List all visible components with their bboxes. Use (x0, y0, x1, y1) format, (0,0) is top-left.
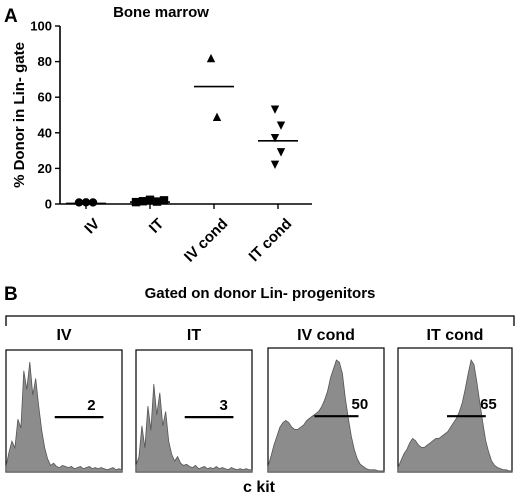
x-tick-label: IT cond (246, 215, 296, 265)
data-point (276, 121, 286, 130)
y-tick-label: 80 (38, 54, 52, 69)
data-point (138, 197, 148, 206)
data-point (276, 148, 286, 157)
data-point (74, 198, 84, 207)
panel-b-label: B (4, 284, 18, 305)
histogram-area (5, 361, 123, 473)
scatter-axes (59, 26, 312, 205)
data-point (159, 196, 169, 205)
histogram-area (135, 383, 253, 473)
y-tick-label: 60 (38, 90, 52, 105)
histogram-panel: IV cond 50 (267, 327, 385, 473)
gate-value: 65 (480, 396, 497, 413)
data-point (206, 53, 216, 63)
data-point (270, 160, 280, 170)
y-tick-label: 20 (38, 161, 52, 176)
data-point (81, 198, 91, 207)
y-tick-label: 0 (45, 197, 52, 212)
histogram-panel: IT 3 (135, 327, 253, 473)
data-point (88, 198, 98, 207)
scatter-mean-lines (66, 85, 298, 205)
histogram-panel: IV 2 (5, 327, 123, 473)
panel-b-bracket (5, 315, 515, 326)
data-point (145, 195, 155, 204)
data-point (212, 112, 222, 121)
x-tick-label: IT (146, 215, 167, 236)
x-tick-label: IV cond (181, 215, 231, 265)
gate-value: 2 (87, 397, 95, 414)
y-axis-label: % Donor in Lin- gate (11, 42, 28, 188)
gate-value: 3 (220, 397, 228, 414)
histogram-area (397, 358, 513, 473)
gate-value: 50 (352, 396, 369, 413)
data-point (270, 133, 280, 143)
scatter-y-ticks: 0 20 40 60 80 100 (30, 19, 60, 212)
histogram-panel: IT cond 65 (397, 327, 513, 473)
histogram-panel-label: IV cond (297, 327, 355, 344)
histogram-panels: IV 2 IT 3 IV cond 50 IT cond 65 (5, 327, 513, 473)
data-point (270, 105, 280, 114)
histogram-panel-label: IV (56, 327, 71, 344)
y-tick-label: 40 (38, 125, 52, 140)
scatter-x-labels: IV IT IV cond IT cond (81, 204, 295, 266)
x-tick-label: IV (81, 215, 103, 237)
chart-title-bone-marrow: Bone marrow (113, 4, 209, 21)
panel-a-label: A (4, 6, 18, 27)
panel-b-title: Gated on donor Lin- progenitors (145, 285, 376, 302)
histogram-x-label: c kit (243, 479, 276, 496)
histogram-panel-label: IT (187, 327, 201, 344)
histogram-panel-label: IT cond (427, 327, 484, 344)
scatter-points (74, 53, 286, 207)
y-tick-label: 100 (30, 19, 52, 34)
